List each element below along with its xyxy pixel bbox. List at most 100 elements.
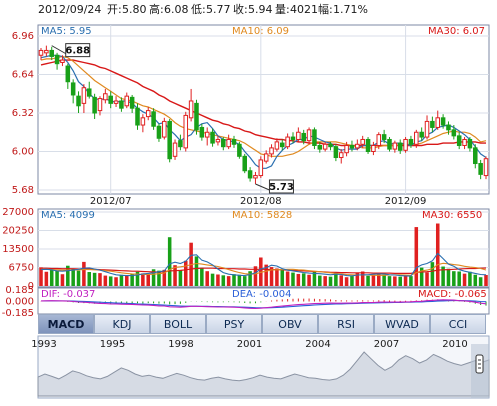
macd-tick-label: 0.185	[5, 285, 34, 296]
volume-bar	[301, 273, 306, 286]
candle-body	[376, 134, 382, 146]
candle-body	[231, 138, 237, 145]
volume-bar	[446, 268, 451, 286]
annotation-label: 5.73	[269, 182, 294, 193]
candle-body	[296, 131, 301, 140]
candle-body	[279, 142, 285, 148]
volume-bar	[387, 276, 392, 286]
candle-body	[456, 135, 462, 146]
date-tick-label: 2012/08	[240, 196, 282, 207]
candle-body	[387, 138, 392, 150]
volume-ma30-line	[41, 267, 487, 274]
volume-bar	[291, 272, 295, 286]
candle-body	[124, 95, 130, 107]
change-value: 1.71%	[333, 3, 368, 16]
volume-bar	[162, 269, 167, 286]
volume-bar	[360, 271, 365, 286]
candle-body	[478, 163, 483, 175]
annotation-pointer	[51, 45, 66, 55]
tab-wvad[interactable]: WVAD	[374, 314, 430, 334]
volume-bar	[108, 276, 113, 286]
candle-body	[215, 138, 221, 143]
candle-body	[317, 144, 323, 150]
tab-kdj[interactable]: KDJ	[94, 314, 150, 334]
candlestick-series	[38, 45, 489, 184]
volume-bar	[183, 260, 188, 286]
tab-obv[interactable]: OBV	[262, 314, 318, 334]
low-label: 低:	[191, 3, 206, 16]
volume-bar	[82, 261, 86, 286]
candle-body	[258, 159, 264, 177]
candle-body	[381, 134, 387, 140]
candle-body	[140, 117, 146, 126]
tab-boll[interactable]: BOLL	[150, 314, 206, 334]
candle-body	[301, 132, 306, 142]
legend-ma5: MA5: 5.95	[41, 26, 92, 37]
volume-average-lines	[40, 252, 487, 277]
candle-body	[151, 111, 156, 127]
volume-bar	[178, 270, 183, 286]
volume-bar	[371, 274, 376, 286]
volume-bar	[226, 276, 231, 286]
open-label: 开:	[107, 3, 122, 16]
volume-axis: 27000 20250 13500 6750 0	[2, 207, 34, 292]
candle-body	[440, 117, 446, 126]
volume-bar	[307, 274, 311, 286]
volume-bar	[55, 270, 59, 286]
volume-bar	[409, 276, 413, 286]
candle-body	[86, 88, 92, 97]
candle-body	[183, 114, 189, 149]
annotation-pointer	[255, 183, 270, 191]
volume-bar	[167, 237, 172, 286]
candle-body	[54, 54, 60, 65]
macd-tick-label: -0.185	[2, 308, 34, 319]
candle-body	[38, 49, 44, 56]
volume-bar	[141, 273, 145, 286]
candle-body	[424, 120, 430, 138]
navigator-handle-icon[interactable]	[475, 354, 484, 374]
candle-body	[414, 131, 419, 145]
candle-body	[194, 102, 199, 131]
history-navigator[interactable]: 1993 1995 1998 2001 2004 2007 2010	[31, 335, 490, 399]
candle-body	[119, 100, 124, 109]
volume-bar	[103, 275, 108, 286]
candle-body	[253, 175, 258, 179]
candle-body	[188, 100, 194, 119]
candle-body	[221, 138, 226, 148]
volume-bar	[328, 276, 333, 286]
price-tick-label: 6.32	[12, 108, 34, 119]
volume-bar	[419, 267, 424, 286]
candle-body	[65, 65, 71, 83]
candle-body	[113, 100, 119, 104]
candle-body	[247, 170, 253, 179]
candle-body	[446, 124, 451, 131]
legend-vol-ma5: MA5: 4099	[41, 210, 95, 221]
candle-body	[178, 140, 183, 148]
volume-bar	[269, 267, 274, 286]
candle-body	[242, 155, 248, 172]
candle-body	[483, 158, 489, 177]
candle-body	[397, 142, 403, 151]
annotation-label: 6.88	[65, 46, 90, 57]
candle-body	[70, 82, 76, 96]
candle-body	[355, 143, 360, 149]
navigator-year-label: 2001	[237, 339, 262, 350]
volume-bar	[280, 270, 285, 286]
legend-dea: DEA: -0.004	[232, 289, 291, 300]
tab-psy[interactable]: PSY	[206, 314, 262, 334]
candle-body	[344, 144, 349, 154]
legend-macd: MACD: -0.065	[418, 289, 487, 300]
price-tick-label: 6.96	[12, 31, 34, 42]
candle-body	[349, 144, 355, 149]
volume-bar	[323, 276, 327, 286]
navigator-year-label: 2004	[305, 339, 330, 350]
volume-bar	[60, 274, 65, 286]
volume-bar	[478, 277, 483, 286]
candle-body	[274, 141, 280, 150]
close-label: 收:	[233, 2, 248, 16]
tab-cci[interactable]: CCI	[430, 314, 486, 334]
legend-vol-ma10: MA10: 5828	[232, 210, 292, 221]
tab-macd[interactable]: MACD	[38, 314, 94, 334]
tab-rsi[interactable]: RSI	[318, 314, 374, 334]
